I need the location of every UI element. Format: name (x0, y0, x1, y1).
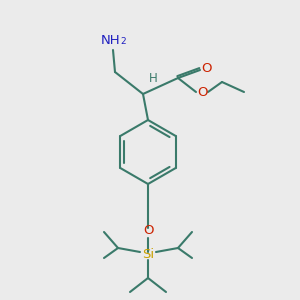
Text: Si: Si (142, 248, 154, 260)
Text: O: O (202, 61, 212, 74)
Text: O: O (143, 224, 153, 236)
Text: 2: 2 (120, 38, 126, 46)
Text: NH: NH (101, 34, 121, 46)
Text: O: O (198, 85, 208, 98)
Text: H: H (148, 71, 158, 85)
